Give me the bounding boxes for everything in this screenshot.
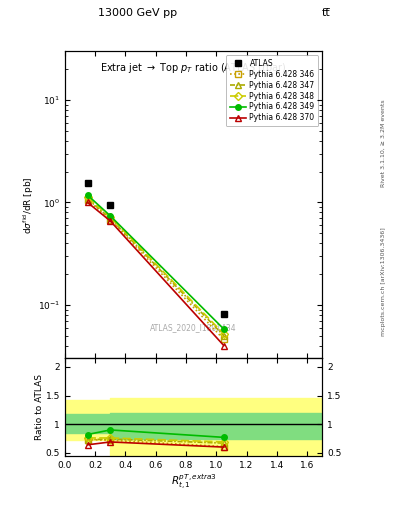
Text: ATLAS_2020_I1801434: ATLAS_2020_I1801434	[150, 323, 237, 332]
Legend: ATLAS, Pythia 6.428 346, Pythia 6.428 347, Pythia 6.428 348, Pythia 6.428 349, P: ATLAS, Pythia 6.428 346, Pythia 6.428 34…	[226, 55, 318, 126]
Text: tt̅: tt̅	[321, 8, 330, 18]
Text: mcplots.cern.ch [arXiv:1306.3436]: mcplots.cern.ch [arXiv:1306.3436]	[381, 227, 386, 336]
Text: Extra jet $\rightarrow$ Top $p_T$ ratio (ATLAS t$\bar{t}$bar): Extra jet $\rightarrow$ Top $p_T$ ratio …	[100, 60, 287, 76]
Y-axis label: Ratio to ATLAS: Ratio to ATLAS	[35, 374, 44, 440]
Y-axis label: d$\sigma^{\rm fid}$/dR [pb]: d$\sigma^{\rm fid}$/dR [pb]	[22, 176, 36, 233]
X-axis label: $R_{t,1}^{pT,extra3}$: $R_{t,1}^{pT,extra3}$	[171, 472, 217, 492]
Text: Rivet 3.1.10, ≥ 3.2M events: Rivet 3.1.10, ≥ 3.2M events	[381, 99, 386, 187]
Text: 13000 GeV pp: 13000 GeV pp	[98, 8, 177, 18]
